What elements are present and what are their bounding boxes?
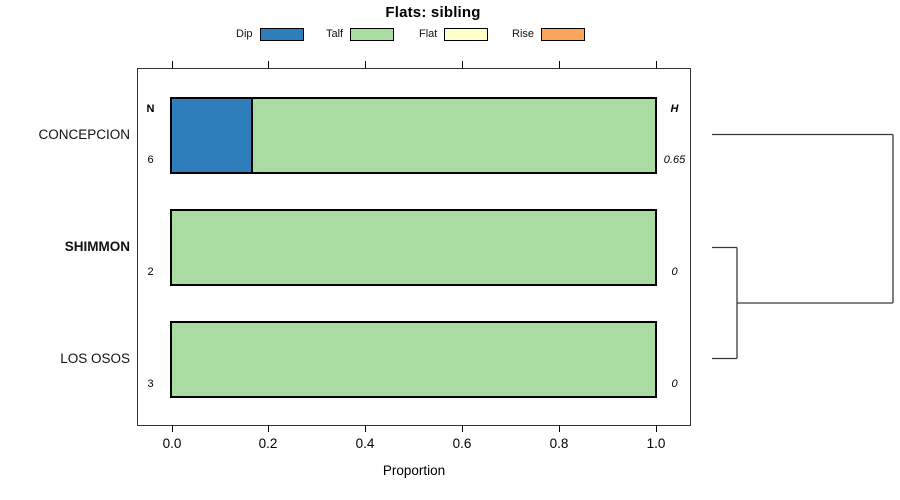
x-axis-tick-bottom xyxy=(462,425,463,432)
x-axis-tick-bottom xyxy=(172,425,173,432)
bar-segment-talf xyxy=(172,211,655,284)
legend-label-flat: Flat xyxy=(419,28,438,40)
x-axis-tick-top xyxy=(462,61,463,68)
bar-segment-talf xyxy=(252,99,655,172)
h-value: 0.65 xyxy=(663,154,686,166)
x-axis-label: Proportion xyxy=(382,463,446,478)
x-axis-tick-bottom xyxy=(268,425,269,432)
n-value: 6 xyxy=(147,154,154,166)
legend-label-dip: Dip xyxy=(236,28,253,40)
legend-swatch-flat xyxy=(444,27,489,41)
legend-item-talf: Talf xyxy=(326,26,395,42)
legend-item-flat: Flat xyxy=(419,26,489,42)
stacked-bar-concepcion xyxy=(170,97,657,174)
x-axis-tick-top xyxy=(559,61,560,68)
h-value: 0 xyxy=(671,378,678,390)
x-axis-tick-label: 0.0 xyxy=(162,436,182,451)
legend-item-dip: Dip xyxy=(236,26,304,42)
x-axis-tick-label: 1.0 xyxy=(646,436,666,451)
x-axis-tick-label: 0.2 xyxy=(258,436,278,451)
bar-segment-talf xyxy=(172,323,655,396)
n-value: 2 xyxy=(147,266,154,278)
legend-item-rise: Rise xyxy=(512,26,586,42)
n-value: 3 xyxy=(147,378,154,390)
x-axis-tick-bottom xyxy=(365,425,366,432)
row-label-los-osos: LOS OSOS xyxy=(60,350,130,366)
x-axis-tick-bottom xyxy=(656,425,657,432)
row-label-concepcion: CONCEPCION xyxy=(38,126,130,142)
h-value: 0 xyxy=(671,266,678,278)
legend-swatch-dip xyxy=(259,27,304,41)
stacked-bar-los-osos xyxy=(170,321,657,398)
x-axis-tick-label: 0.6 xyxy=(452,436,472,451)
x-axis-tick-top xyxy=(268,61,269,68)
h-column-header: H xyxy=(670,103,679,115)
bar-segment-dip xyxy=(172,99,253,172)
legend-label-rise: Rise xyxy=(512,28,535,40)
x-axis-tick-label: 0.4 xyxy=(355,436,375,451)
x-axis-tick-label: 0.8 xyxy=(549,436,569,451)
x-axis-tick-top xyxy=(656,61,657,68)
row-label-shimmon: SHIMMON xyxy=(64,238,130,254)
chart-title: Flats: sibling xyxy=(385,4,481,21)
legend-label-talf: Talf xyxy=(326,28,344,40)
x-axis-tick-top xyxy=(172,61,173,68)
n-column-header: N xyxy=(146,103,155,115)
x-axis-tick-bottom xyxy=(559,425,560,432)
legend-swatch-rise xyxy=(541,27,586,41)
x-axis-tick-top xyxy=(365,61,366,68)
legend-swatch-talf xyxy=(350,27,395,41)
stacked-bar-shimmon xyxy=(170,209,657,286)
